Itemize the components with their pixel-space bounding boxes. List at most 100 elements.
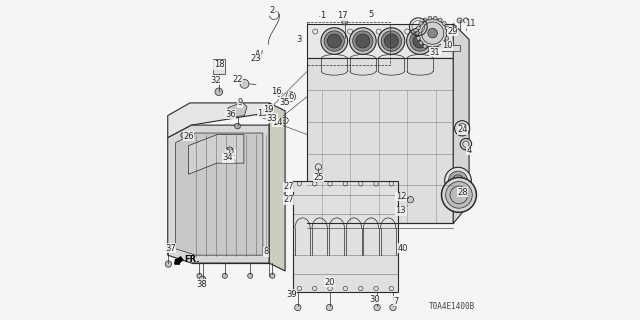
Polygon shape: [453, 24, 469, 223]
Circle shape: [342, 19, 348, 25]
Circle shape: [433, 46, 437, 50]
Text: 24: 24: [458, 125, 468, 134]
Circle shape: [438, 18, 442, 22]
Circle shape: [407, 196, 413, 203]
Text: 28: 28: [458, 188, 468, 197]
Text: FR.: FR.: [184, 255, 200, 264]
Circle shape: [457, 18, 462, 23]
Text: 10: 10: [442, 41, 452, 50]
Text: 5: 5: [368, 10, 373, 19]
Polygon shape: [168, 125, 269, 263]
Text: 33: 33: [266, 114, 277, 123]
Circle shape: [349, 28, 376, 54]
Circle shape: [381, 31, 401, 51]
Circle shape: [433, 16, 437, 20]
Polygon shape: [307, 24, 453, 59]
FancyArrow shape: [175, 257, 183, 264]
Text: 19: 19: [264, 105, 274, 114]
Bar: [442, 45, 460, 51]
Circle shape: [423, 18, 427, 22]
Text: 20: 20: [324, 278, 335, 287]
Bar: [212, 59, 225, 74]
Text: 11: 11: [465, 19, 476, 28]
Circle shape: [438, 44, 442, 48]
Circle shape: [445, 167, 471, 194]
Circle shape: [463, 18, 468, 23]
Text: 21: 21: [225, 149, 236, 158]
Text: 38: 38: [196, 280, 207, 289]
Circle shape: [419, 21, 423, 25]
Circle shape: [282, 98, 288, 105]
Polygon shape: [188, 135, 244, 174]
Circle shape: [267, 114, 273, 120]
Circle shape: [248, 273, 253, 278]
Text: 16: 16: [271, 87, 282, 96]
Circle shape: [235, 123, 241, 129]
Circle shape: [415, 31, 419, 35]
Circle shape: [378, 28, 404, 54]
Text: 22: 22: [232, 75, 243, 84]
Polygon shape: [175, 133, 263, 255]
Text: 2: 2: [270, 6, 275, 15]
Circle shape: [326, 304, 333, 311]
Circle shape: [327, 34, 341, 48]
Circle shape: [454, 121, 470, 136]
Text: 9: 9: [237, 99, 243, 108]
Circle shape: [200, 276, 206, 283]
Text: 17: 17: [337, 11, 348, 20]
Circle shape: [446, 31, 450, 35]
Text: 37: 37: [165, 244, 175, 253]
Circle shape: [222, 273, 227, 278]
Text: 25: 25: [313, 173, 324, 182]
Text: T0A4E1400B: T0A4E1400B: [429, 302, 476, 311]
Text: 3: 3: [297, 35, 302, 44]
Circle shape: [445, 36, 449, 40]
Text: 4: 4: [467, 146, 472, 155]
Circle shape: [449, 171, 467, 190]
Circle shape: [356, 34, 370, 48]
Polygon shape: [228, 102, 247, 117]
Text: 26: 26: [183, 132, 194, 141]
Circle shape: [417, 36, 420, 40]
Circle shape: [180, 132, 186, 138]
Text: 30: 30: [369, 295, 380, 304]
Circle shape: [460, 139, 472, 150]
Text: 7: 7: [394, 297, 399, 306]
Polygon shape: [269, 103, 285, 271]
Circle shape: [442, 41, 446, 45]
Circle shape: [442, 178, 476, 212]
Polygon shape: [168, 103, 269, 138]
Text: 29: 29: [447, 27, 458, 36]
Text: 35: 35: [279, 98, 290, 107]
Circle shape: [428, 16, 432, 20]
Circle shape: [353, 31, 373, 51]
Circle shape: [390, 304, 396, 311]
Circle shape: [442, 21, 446, 25]
Text: 18: 18: [214, 60, 225, 69]
Circle shape: [197, 273, 202, 278]
Text: 1: 1: [321, 11, 326, 20]
Text: 27: 27: [283, 182, 294, 191]
Text: 40: 40: [398, 244, 408, 253]
Circle shape: [419, 19, 447, 47]
Circle shape: [321, 28, 348, 54]
Text: 27: 27: [283, 195, 294, 204]
Text: 32: 32: [210, 76, 221, 84]
Circle shape: [294, 304, 301, 311]
Circle shape: [423, 44, 427, 48]
Circle shape: [226, 147, 233, 154]
Circle shape: [215, 88, 223, 96]
Text: 23: 23: [251, 54, 261, 63]
Text: 34: 34: [223, 153, 234, 162]
Circle shape: [428, 46, 432, 50]
Text: 31: 31: [429, 48, 440, 57]
Text: 8: 8: [264, 247, 269, 257]
Circle shape: [165, 261, 172, 267]
Text: 36: 36: [225, 109, 236, 118]
Circle shape: [406, 28, 433, 54]
Circle shape: [419, 41, 423, 45]
Text: 14: 14: [273, 118, 283, 127]
Text: 39: 39: [286, 290, 297, 299]
Polygon shape: [307, 59, 453, 223]
Circle shape: [417, 26, 420, 30]
